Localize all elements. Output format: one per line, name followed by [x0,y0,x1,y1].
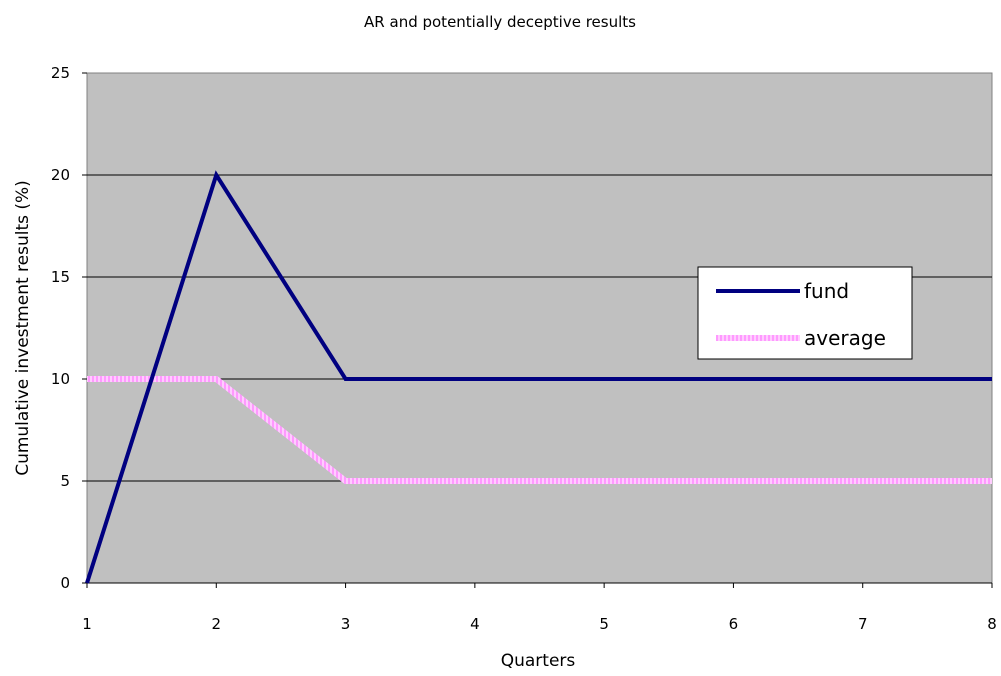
x-tick-label: 7 [858,615,868,633]
series-lines [85,170,992,584]
series-line-average [87,376,992,484]
legend: fund average [697,266,913,360]
y-axis-title: Cumulative investment results (%) [13,180,33,476]
x-tick-label: 1 [82,615,92,633]
x-tick-label: 8 [987,615,997,633]
legend-label-average: average [804,326,886,350]
y-tick-label: 20 [51,166,70,184]
x-tick-label: 2 [212,615,222,633]
x-tick-label: 3 [341,615,351,633]
y-axis-ticks: 0 5 10 15 20 25 [51,64,87,592]
y-tick-label: 15 [51,268,70,286]
series-line-fund [85,170,992,584]
chart-title: AR and potentially deceptive results [364,13,636,31]
x-axis-ticks: 1 2 3 4 5 6 7 8 [82,582,997,633]
x-axis-title: Quarters [501,651,576,671]
legend-label-fund: fund [804,279,849,303]
y-tick-label: 5 [60,472,70,490]
y-tick-label: 0 [60,574,70,592]
y-tick-label: 25 [51,64,70,82]
y-tick-label: 10 [51,370,70,388]
x-tick-label: 5 [599,615,609,633]
x-tick-label: 6 [729,615,739,633]
x-tick-label: 4 [470,615,480,633]
legend-box [697,266,913,360]
